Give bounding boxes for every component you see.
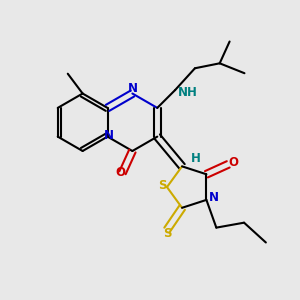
Text: N: N [103, 129, 113, 142]
Text: O: O [116, 166, 125, 179]
Text: S: S [163, 227, 171, 240]
Text: H: H [191, 152, 201, 165]
Text: S: S [158, 178, 166, 192]
Text: NH: NH [178, 85, 198, 98]
Text: N: N [128, 82, 137, 95]
Text: N: N [209, 191, 219, 204]
Text: O: O [228, 156, 238, 169]
